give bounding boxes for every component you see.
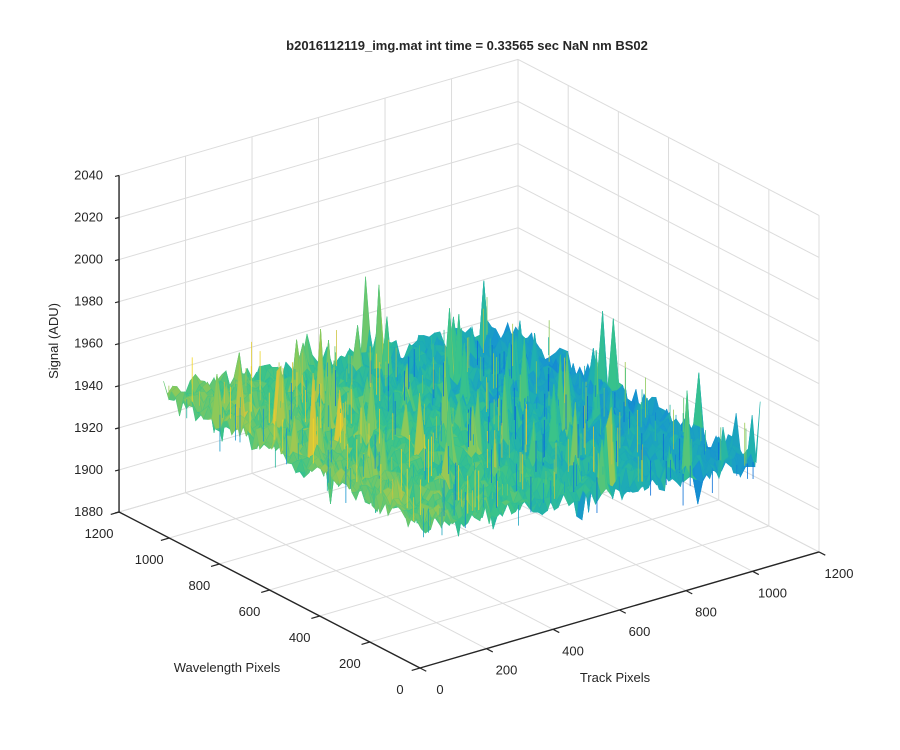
y-tick-label: 0: [396, 682, 403, 697]
back-wall-grid-line: [118, 185, 519, 303]
x-tick-label: 0: [436, 682, 443, 697]
side-wall-grid-line: [517, 227, 820, 385]
z-tick-label: 2040: [74, 167, 103, 182]
back-wall-grid-line: [118, 58, 519, 176]
back-wall-grid-line: [118, 227, 519, 345]
y-tick-mark: [411, 667, 421, 671]
z-tick-mark: [114, 511, 120, 514]
y-tick-mark: [160, 537, 170, 541]
x-axis-label: Track Pixels: [580, 670, 651, 685]
side-wall-grid-line: [517, 101, 820, 258]
z-tick-label: 1920: [74, 420, 103, 435]
side-wall-grid-line: [517, 185, 820, 343]
y-tick-label: 200: [339, 656, 361, 671]
side-wall-grid-line: [517, 269, 820, 427]
y-tick-label: 800: [189, 578, 211, 593]
floor-grid-line: [319, 499, 719, 617]
z-tick-label: 1900: [74, 462, 103, 477]
z-tick-label: 2000: [74, 252, 103, 267]
z-tick-label: 1940: [74, 378, 103, 393]
y-tick-label: 400: [289, 630, 311, 645]
back-wall-grid-line: [118, 143, 519, 261]
z-tick-label: 1980: [74, 294, 103, 309]
y-tick-label: 1000: [135, 552, 164, 567]
x-tick-label: 1000: [758, 585, 787, 600]
y-tick-mark: [210, 563, 220, 567]
y-tick-mark: [261, 589, 270, 593]
x-tick-label: 200: [496, 663, 518, 678]
x-tick-mark: [552, 628, 560, 634]
z-tick-label: 1880: [74, 504, 103, 519]
side-wall-grid-line: [517, 58, 820, 216]
y-tick-mark: [311, 615, 320, 619]
x-tick-label: 600: [629, 624, 651, 639]
x-tick-mark: [685, 590, 693, 595]
z-tick-label: 2020: [74, 210, 103, 225]
back-wall-grid-line: [118, 269, 519, 387]
y-tick-mark: [361, 641, 371, 645]
x-tick-mark: [486, 648, 494, 653]
x-tick-label: 400: [562, 643, 584, 658]
x-tick-mark: [752, 570, 760, 576]
x-tick-label: 800: [695, 605, 717, 620]
surface-mesh: [163, 276, 761, 538]
z-axis-label: Signal (ADU): [46, 303, 61, 379]
side-wall-grid-line: [517, 311, 820, 469]
chart-title: b2016112119_img.mat int time = 0.33565 s…: [286, 38, 648, 53]
x-tick-mark: [818, 551, 826, 556]
side-wall-grid-line: [517, 143, 820, 300]
y-tick-label: 600: [239, 604, 261, 619]
y-tick-label: 1200: [85, 526, 114, 541]
y-axis-label: Wavelength Pixels: [174, 660, 281, 675]
x-tick-mark: [619, 609, 627, 614]
x-tick-mark: [419, 667, 427, 672]
floor-grid-line: [369, 525, 769, 643]
x-tick-label: 1200: [825, 566, 854, 581]
z-tick-label: 1960: [74, 336, 103, 351]
back-wall-grid-line: [118, 100, 519, 218]
